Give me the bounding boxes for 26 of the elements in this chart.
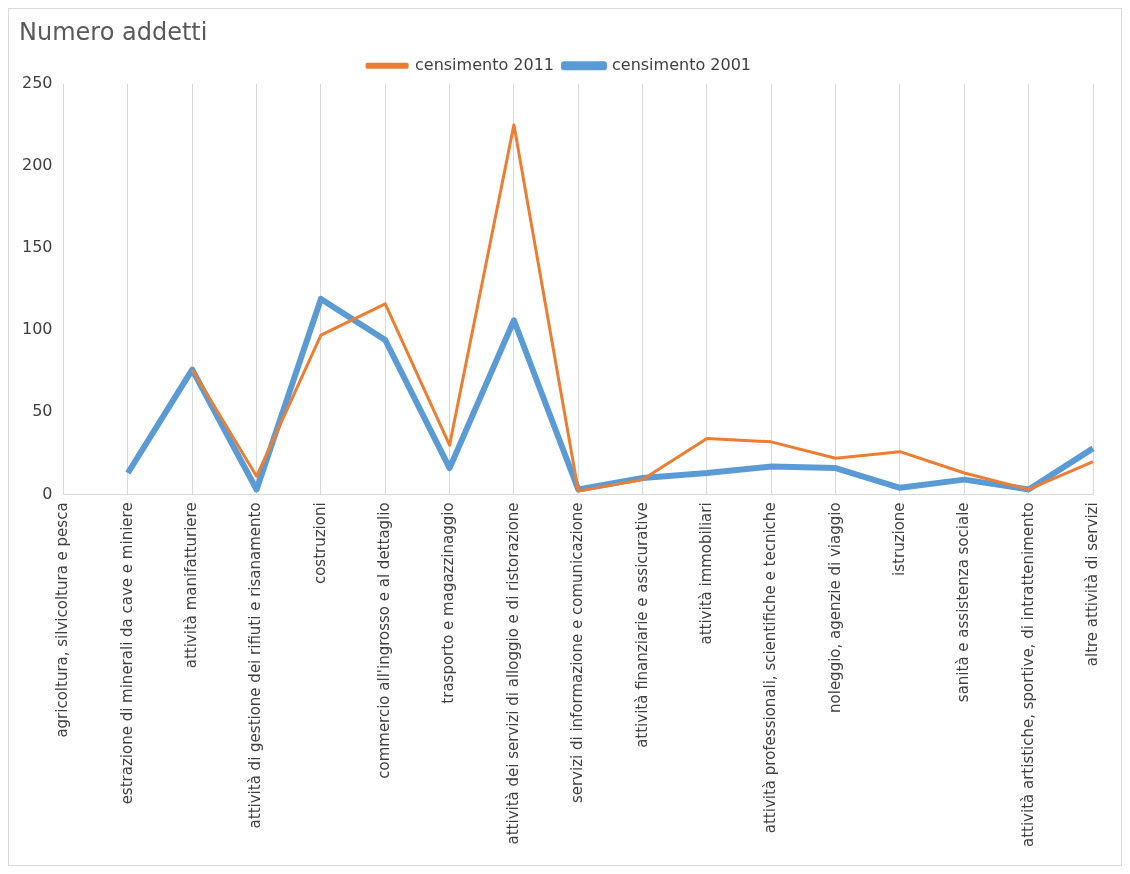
x-tick-label: costruzioni — [310, 502, 329, 585]
chart-title: Numero addetti — [19, 17, 208, 46]
y-tick-label: 150 — [21, 237, 53, 257]
y-tick-label: 250 — [21, 72, 53, 92]
legend-label: censimento 2001 — [612, 54, 751, 74]
legend-label: censimento 2011 — [415, 54, 554, 74]
x-tick-label: servizi di informazione e comunicazione — [568, 502, 587, 804]
x-tick-label: attività professionali, scientifiche e tecniche — [761, 502, 780, 834]
y-tick-label: 0 — [42, 483, 53, 503]
x-tick-label: trasporto e magazzinaggio — [439, 502, 458, 704]
x-tick-label: attività finanziarie e assicurative — [632, 502, 651, 748]
x-tick-label: attività artistiche, sportive, di intrattenimento — [1018, 502, 1037, 848]
x-tick-label: altre attività di servizi — [1082, 502, 1101, 667]
x-tick-label: noleggio, agenzie di viaggio — [825, 502, 844, 713]
x-tick-label: attività manifatturiere — [182, 502, 201, 669]
y-tick-label: 50 — [32, 401, 53, 421]
y-tick-label: 100 — [21, 319, 53, 339]
x-tick-label: agricoltura, silvicoltura e pesca — [53, 502, 72, 738]
x-tick-label: istruzione — [889, 502, 908, 576]
x-tick-label: attività di gestione dei rifiuti e risanamento — [246, 502, 265, 829]
x-tick-label: estrazione di minerali da cave e miniere — [117, 502, 136, 805]
y-tick-label: 200 — [21, 155, 53, 175]
x-tick-label: attività dei servizi di alloggio e di ristorazione — [503, 502, 522, 845]
x-tick-label: commercio all'ingrosso e al dettaglio — [375, 502, 394, 779]
x-tick-label: attività immobiliari — [696, 502, 715, 645]
x-tick-label: sanità e assistenza sociale — [954, 502, 973, 703]
